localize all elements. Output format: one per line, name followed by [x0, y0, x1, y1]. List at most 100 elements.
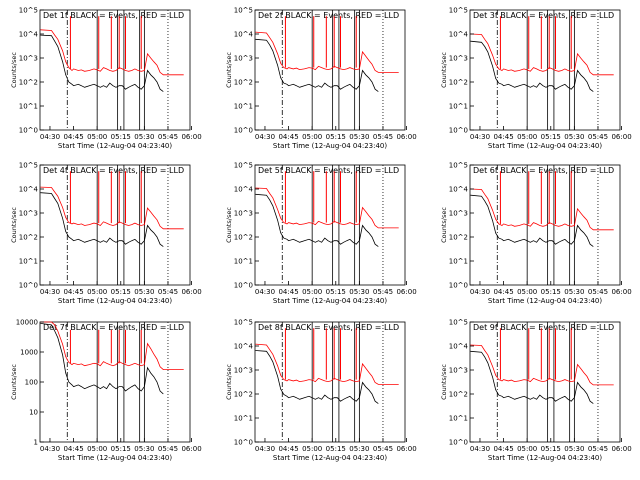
y-tick-label: 1 — [34, 439, 38, 447]
series-events-line — [255, 350, 379, 404]
x-tick-label: 04:45 — [493, 445, 513, 453]
y-tick-label: 10^2 — [19, 79, 38, 87]
y-tick-label: 10^3 — [234, 55, 253, 63]
y-tick-label: 10^0 — [234, 439, 253, 447]
panel-4: Det 4f BLACK = Events, RED = LLD 04:30 04:… — [10, 162, 202, 306]
x-tick-label: 05:45 — [158, 288, 178, 296]
y-tick-label: 10^4 — [19, 186, 39, 194]
x-axis-label: Start Time (12-Aug-04 04:23:40) — [273, 142, 387, 150]
y-tick-label: 10^2 — [234, 79, 253, 87]
y-tick-label: 10^5 — [234, 162, 253, 170]
x-tick-label: 06:00 — [181, 288, 201, 296]
y-tick-label: 10^3 — [449, 55, 468, 63]
y-axis-label: Counts/sec — [440, 52, 448, 88]
y-tick-label: 10^3 — [234, 210, 253, 218]
y-tick-label: 10^5 — [234, 7, 253, 15]
panel-title: Det 9f BLACK = Events, RED = LLD — [473, 323, 614, 332]
x-tick-label: 04:45 — [278, 445, 298, 453]
series-events-line — [40, 34, 164, 92]
y-tick-label: 10^3 — [19, 210, 38, 218]
x-axis-label: Start Time (12-Aug-04 04:23:40) — [58, 142, 172, 150]
y-tick-label: 10^5 — [234, 319, 253, 327]
plot-frame — [39, 164, 191, 286]
x-tick-label: 05:00 — [87, 445, 107, 453]
x-axis-label: Start Time (12-Aug-04 04:23:40) — [58, 454, 172, 462]
panel-1: Det 1f BLACK = Events, RED = LLD 04:30 04:… — [10, 7, 202, 151]
panel-9: Det 9f BLACK = Events, RED = LLD 04:30 04:… — [440, 319, 632, 463]
plot-frame — [39, 9, 191, 131]
panel-7: Det 7f BLACK = Events, RED = LLD 04:30 04:… — [10, 319, 202, 463]
series-lld-line — [255, 187, 399, 229]
x-axis-label: Start Time (12-Aug-04 04:23:40) — [488, 142, 602, 150]
x-tick-label: 05:45 — [373, 445, 393, 453]
y-tick-label: 10^5 — [449, 7, 468, 15]
x-tick-label: 05:15 — [111, 133, 131, 141]
series-lld-line — [40, 29, 184, 76]
x-tick-label: 04:30 — [470, 288, 490, 296]
x-tick-label: 05:15 — [541, 445, 561, 453]
x-tick-label: 05:00 — [302, 133, 322, 141]
panel-5: Det 5f BLACK = Events, RED = LLD 04:30 04:… — [225, 162, 417, 306]
x-tick-label: 05:30 — [134, 445, 154, 453]
x-axis-label: Start Time (12-Aug-04 04:23:40) — [488, 297, 602, 305]
y-tick-label: 10^1 — [19, 258, 38, 266]
y-tick-label: 10^3 — [449, 367, 468, 375]
x-tick-label: 05:15 — [326, 133, 346, 141]
series-events-line — [470, 194, 594, 247]
y-tick-label: 10^4 — [234, 31, 254, 39]
series-events-line — [40, 323, 164, 395]
x-tick-label: 05:30 — [349, 288, 369, 296]
x-tick-label: 05:00 — [87, 133, 107, 141]
panel-8: Det 8f BLACK = Events, RED = LLD 04:30 04:… — [225, 319, 417, 463]
y-tick-label: 10^2 — [234, 391, 253, 399]
x-tick-label: 06:00 — [396, 288, 416, 296]
x-tick-label: 04:30 — [255, 445, 275, 453]
x-tick-label: 05:30 — [349, 133, 369, 141]
y-axis-label: Counts/sec — [225, 207, 233, 243]
x-tick-label: 04:30 — [470, 445, 490, 453]
x-axis-label: Start Time (12-Aug-04 04:23:40) — [488, 454, 602, 462]
series-lld-line — [470, 33, 614, 76]
x-tick-label: 05:00 — [302, 445, 322, 453]
x-tick-label: 05:30 — [564, 445, 584, 453]
y-tick-label: 10^1 — [449, 258, 468, 266]
x-tick-label: 04:45 — [63, 445, 83, 453]
x-tick-label: 05:45 — [373, 288, 393, 296]
y-tick-label: 10^0 — [19, 282, 38, 290]
x-tick-label: 05:45 — [588, 288, 608, 296]
plot-frame — [469, 9, 621, 131]
y-tick-label: 10^4 — [449, 343, 469, 351]
x-tick-label: 04:30 — [40, 445, 60, 453]
y-tick-label: 10^0 — [449, 127, 468, 135]
x-tick-label: 04:45 — [493, 133, 513, 141]
y-tick-label: 10^1 — [449, 103, 468, 111]
series-lld-line — [40, 321, 184, 371]
y-tick-label: 1000 — [20, 349, 38, 357]
x-tick-label: 04:30 — [255, 288, 275, 296]
x-tick-label: 04:30 — [40, 133, 60, 141]
x-tick-label: 05:15 — [326, 445, 346, 453]
y-tick-label: 10^4 — [449, 31, 469, 39]
y-axis-label: Counts/sec — [10, 52, 18, 88]
x-tick-label: 05:45 — [373, 133, 393, 141]
series-lld-line — [255, 343, 399, 385]
y-tick-label: 10^4 — [449, 186, 469, 194]
x-tick-label: 05:30 — [134, 288, 154, 296]
y-tick-label: 10^0 — [449, 439, 468, 447]
plot-frame — [254, 321, 406, 443]
y-tick-label: 10^0 — [19, 127, 38, 135]
x-tick-label: 05:45 — [158, 445, 178, 453]
plot-frame — [39, 321, 191, 443]
plot-frame — [254, 164, 406, 286]
x-tick-label: 06:00 — [396, 133, 416, 141]
series-events-line — [470, 350, 594, 404]
y-axis-label: Counts/sec — [440, 207, 448, 243]
x-tick-label: 05:30 — [134, 133, 154, 141]
series-events-line — [40, 192, 164, 247]
y-axis-label: Counts/sec — [225, 52, 233, 88]
panel-title: Det 7f BLACK = Events, RED = LLD — [43, 323, 184, 332]
x-axis-label: Start Time (12-Aug-04 04:23:40) — [273, 454, 387, 462]
x-tick-label: 06:00 — [396, 445, 416, 453]
plot-frame — [254, 9, 406, 131]
panel-title: Det 6f BLACK = Events, RED = LLD — [473, 166, 614, 175]
